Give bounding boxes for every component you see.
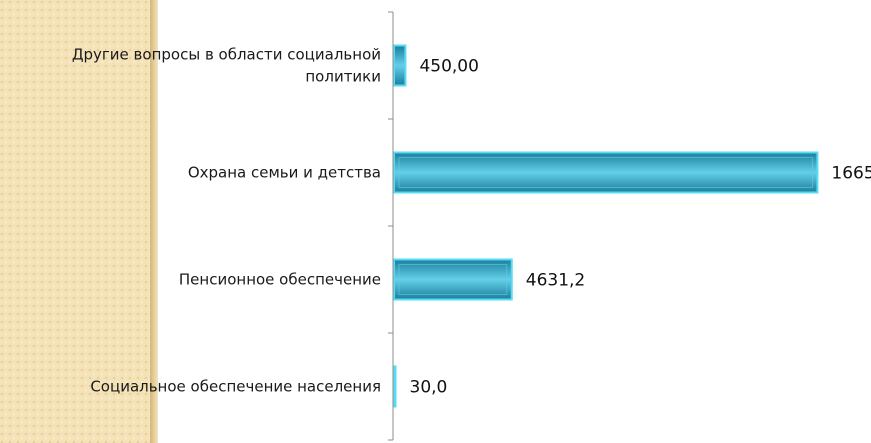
category-label: Социальное обеспечение населения xyxy=(90,378,381,396)
labels-layer: Другие вопросы в области социальной полит… xyxy=(72,46,871,398)
bar-bevel xyxy=(398,264,508,295)
side-panel-edge xyxy=(150,0,158,443)
bar xyxy=(393,151,819,194)
category-label: Пенсионное обеспечение xyxy=(179,271,381,289)
bar-bevel xyxy=(398,157,813,188)
bar xyxy=(393,365,397,408)
value-label: 450,00 xyxy=(419,57,478,77)
axis-layer xyxy=(388,11,394,441)
category-label: Охрана семьи и детства xyxy=(188,164,381,182)
bars-layer xyxy=(393,44,819,408)
bar xyxy=(393,44,407,87)
value-label: 16651,8 xyxy=(831,164,871,184)
value-label: 30,0 xyxy=(410,378,448,398)
category-label: политики xyxy=(305,68,381,86)
decorative-side-panel xyxy=(0,0,150,443)
category-label: Другие вопросы в области социальной xyxy=(72,46,381,64)
value-label: 4631,2 xyxy=(526,271,585,291)
bar xyxy=(393,258,513,301)
